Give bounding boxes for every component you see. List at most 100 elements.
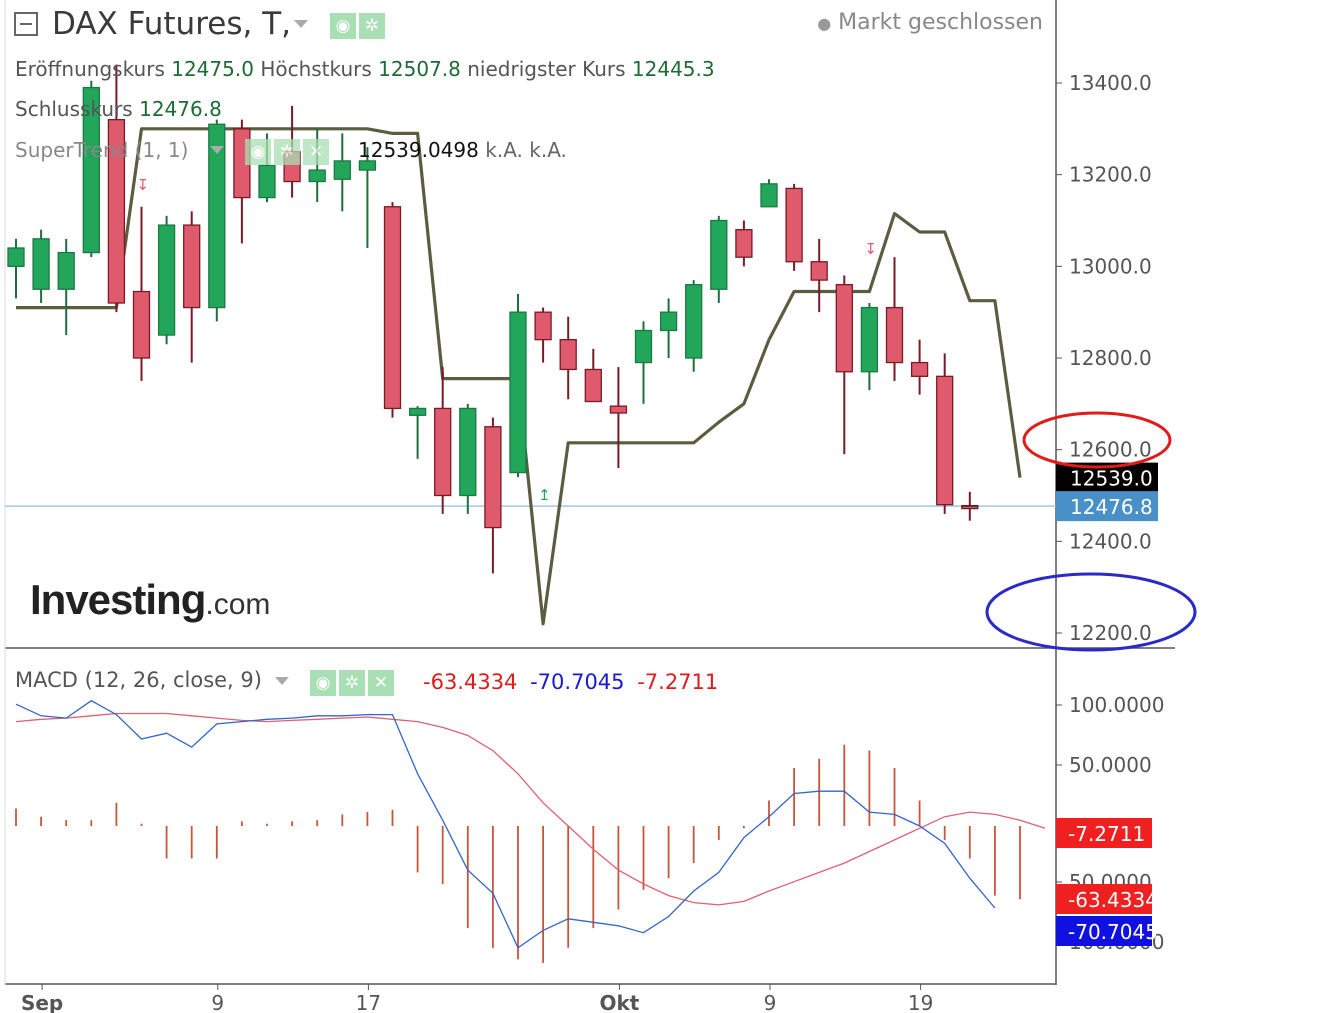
signal-up-arrow-icon: ↥ [538,486,551,504]
low-value: 12445.3 [631,57,715,81]
candle-body [132,290,151,359]
macd-axis: 100.000050.000050.0000100.0000-7.2711-63… [1056,693,1164,954]
candle [936,353,954,514]
logo-main-text: Investing [30,576,206,623]
last-price-badge: 12476.8 [1056,491,1158,522]
candle-body [484,426,502,529]
eye-icon[interactable]: ◉ [330,13,356,39]
candle-body [258,164,276,199]
candle-body [308,169,326,183]
macd-signal-line [15,712,1046,906]
gear-icon[interactable]: ✲ [339,670,365,696]
open-label: Eröffnungskurs [15,57,165,81]
time-axis: Sep 9 17 Okt 9 19 [21,984,933,1013]
candle [484,417,502,574]
close-icon[interactable]: ✕ [368,670,394,696]
low-label: niedrigster Kurs [467,57,626,81]
signal-down-arrow-icon: ↧ [137,176,150,194]
close-legend: Schlusskurs 12476.8 [15,97,222,121]
gear-icon[interactable]: ✲ [359,13,385,39]
candle [609,367,628,468]
price-tick-label: 13000.0 [1069,254,1152,278]
time-tick-label: Sep [21,991,63,1013]
candle-body [609,405,628,414]
macd-hist-badge: -63.4334 [1056,884,1158,914]
collapse-toggle-icon[interactable] [14,12,38,36]
time-tick-label: Okt [599,991,639,1013]
macd-line-badge: -70.7045 [1056,916,1158,946]
candle [584,348,602,403]
macd-hist-value: -63.4334 [423,670,518,694]
candle-body [685,284,703,359]
candle-body [408,407,427,416]
candle [634,321,653,404]
macd-line-badge-text: -70.7045 [1068,920,1158,944]
macd-hist-badge-text: -63.4334 [1068,888,1158,912]
candle [910,339,929,395]
candle [710,215,728,303]
candle [434,367,452,514]
status-dot-icon: ● [817,14,832,33]
supertrend-controls: ◉ ✲ ✕ [245,139,329,165]
candle-body [710,219,728,290]
time-tick-label: 17 [356,991,381,1013]
signal-down-arrow-icon: ↧ [864,240,877,258]
macd-legend: MACD (12, 26, close, 9) [15,668,262,692]
macd-line [15,699,996,949]
candle [82,80,100,258]
last-price-badge-box [1056,491,1158,522]
blue-annotation-ellipse [985,572,1197,652]
eye-icon[interactable]: ◉ [245,139,271,165]
candlestick-series [7,64,979,574]
eye-icon[interactable]: ◉ [310,670,336,696]
macd-label[interactable]: MACD (12, 26, close, 9) [15,668,262,692]
candle [534,307,552,363]
candle-body [107,119,126,304]
candle [785,183,803,271]
candle-body [459,407,477,497]
macd-tick-label: 100.0000 [1069,693,1164,717]
price-tick-label: 13400.0 [1069,71,1152,95]
candle [7,238,25,299]
supertrend-values: 12539.0498 k.A. k.A. [358,138,567,162]
price-axis: 13400.0 13200.0 13000.0 12800.0 12600.0 12400… [1056,71,1158,645]
title-chevron-down-icon[interactable] [294,20,308,28]
close-value: 12476.8 [139,97,222,121]
candle-body [584,368,602,403]
macd-signal-badge-text: -7.2711 [1068,822,1145,846]
high-value: 12507.8 [378,57,461,81]
candle [509,293,527,478]
candle-body [32,238,50,290]
candle [860,303,879,391]
supertrend-price-badge-text: 12539.0 [1070,467,1153,491]
candle-body [810,261,828,281]
close-icon[interactable]: ✕ [303,139,329,165]
close-label: Schlusskurs [15,97,133,121]
candle [408,406,427,459]
candle-body [183,224,201,309]
candle-body [434,407,452,497]
candle [685,280,703,372]
candle-body [208,123,226,309]
supertrend-chevron-down-icon[interactable] [210,146,224,154]
logo-suffix-text: .com [205,588,271,621]
macd-tick-label: 50.0000 [1069,753,1152,777]
supertrend-label[interactable]: SuperTrend (1, 1) [15,138,189,162]
supertrend-price-badge: 12539.0 [1056,462,1158,493]
candle-body [509,311,527,474]
macd-chevron-down-icon[interactable] [275,677,289,685]
candle [132,206,151,381]
candle-body [634,329,653,364]
time-tick-label: 9 [211,991,224,1013]
red-annotation-ellipse [1022,411,1172,469]
macd-line-value: -70.7045 [530,670,625,694]
gear-icon[interactable]: ✲ [274,139,300,165]
candle-body [358,160,377,171]
candle [559,316,577,400]
macd-controls: ◉ ✲ ✕ [310,670,394,696]
macd-series [15,699,1046,963]
candle-body [534,311,552,341]
supertrend-signals: ↧ ↥ ↧ [137,176,877,504]
macd-signal-badge: -7.2711 [1056,818,1152,848]
